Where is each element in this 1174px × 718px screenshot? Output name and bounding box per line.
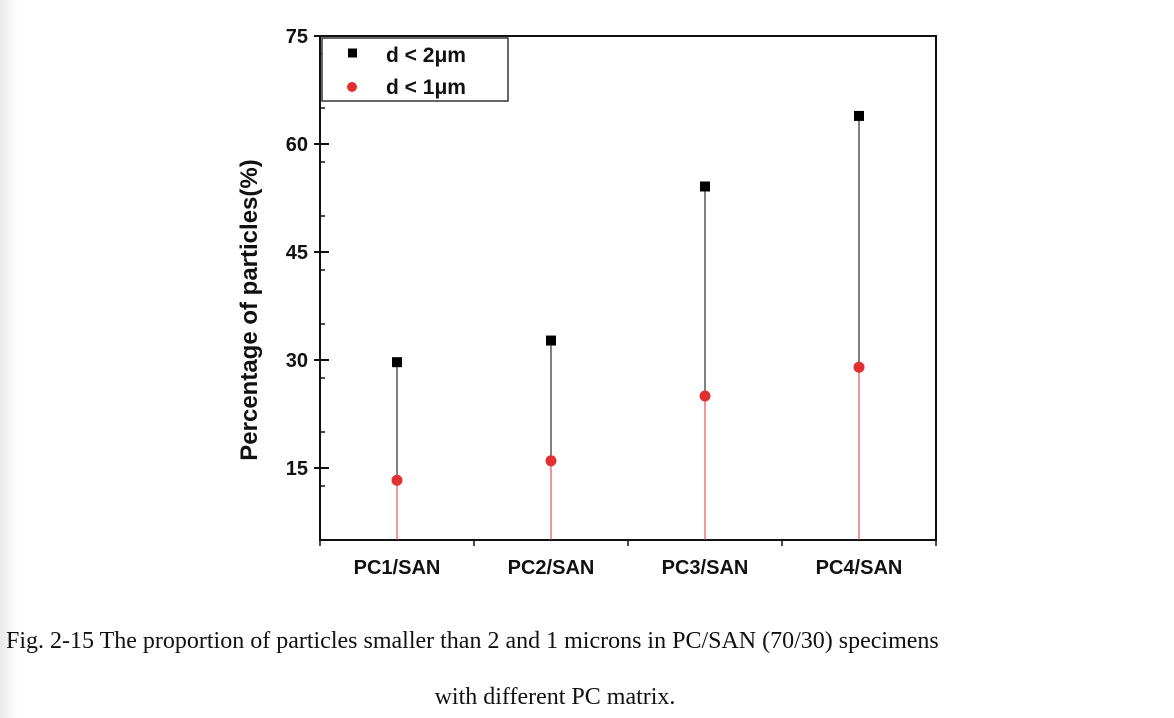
y-tick-label: 15 <box>286 458 308 480</box>
legend-label: d < 2μm <box>386 44 466 67</box>
x-axis: PC1/SAN PC2/SAN PC3/SAN PC4/SAN <box>319 540 937 579</box>
data-point-circle <box>391 474 403 486</box>
stems <box>396 115 860 540</box>
x-tick-label: PC2/SAN <box>508 557 595 579</box>
x-tick-label: PC3/SAN <box>662 557 749 579</box>
legend-marker-circle <box>347 82 357 92</box>
data-markers <box>391 110 865 486</box>
legend-label: d < 1μm <box>386 76 466 99</box>
y-axis-title: Percentage of particles(%) <box>236 159 263 460</box>
caption-line-2: with different PC matrix. <box>434 684 676 710</box>
data-point-circle <box>699 390 711 402</box>
legend-marker-square <box>348 48 357 58</box>
data-point-square <box>546 335 556 346</box>
y-tick-label: 45 <box>286 242 308 264</box>
y-axis: 15 30 45 60 75 <box>286 26 329 541</box>
data-point-square <box>392 357 402 368</box>
left-edge-shadow <box>0 0 18 718</box>
y-tick-label: 60 <box>286 134 308 156</box>
data-point-circle <box>853 361 865 373</box>
plot-border <box>319 35 937 541</box>
plot-area <box>319 35 937 541</box>
data-point-square <box>854 110 864 121</box>
y-tick-label: 30 <box>286 350 308 372</box>
caption-line-1: Fig. 2-15 The proportion of particles sm… <box>6 628 939 654</box>
x-tick-label: PC1/SAN <box>354 557 441 579</box>
y-tick-label: 75 <box>286 26 308 48</box>
data-point-circle <box>545 455 557 467</box>
data-point-square <box>700 181 710 192</box>
legend: d < 2μm d < 1μm <box>321 37 509 102</box>
x-tick-label: PC4/SAN <box>816 557 903 579</box>
